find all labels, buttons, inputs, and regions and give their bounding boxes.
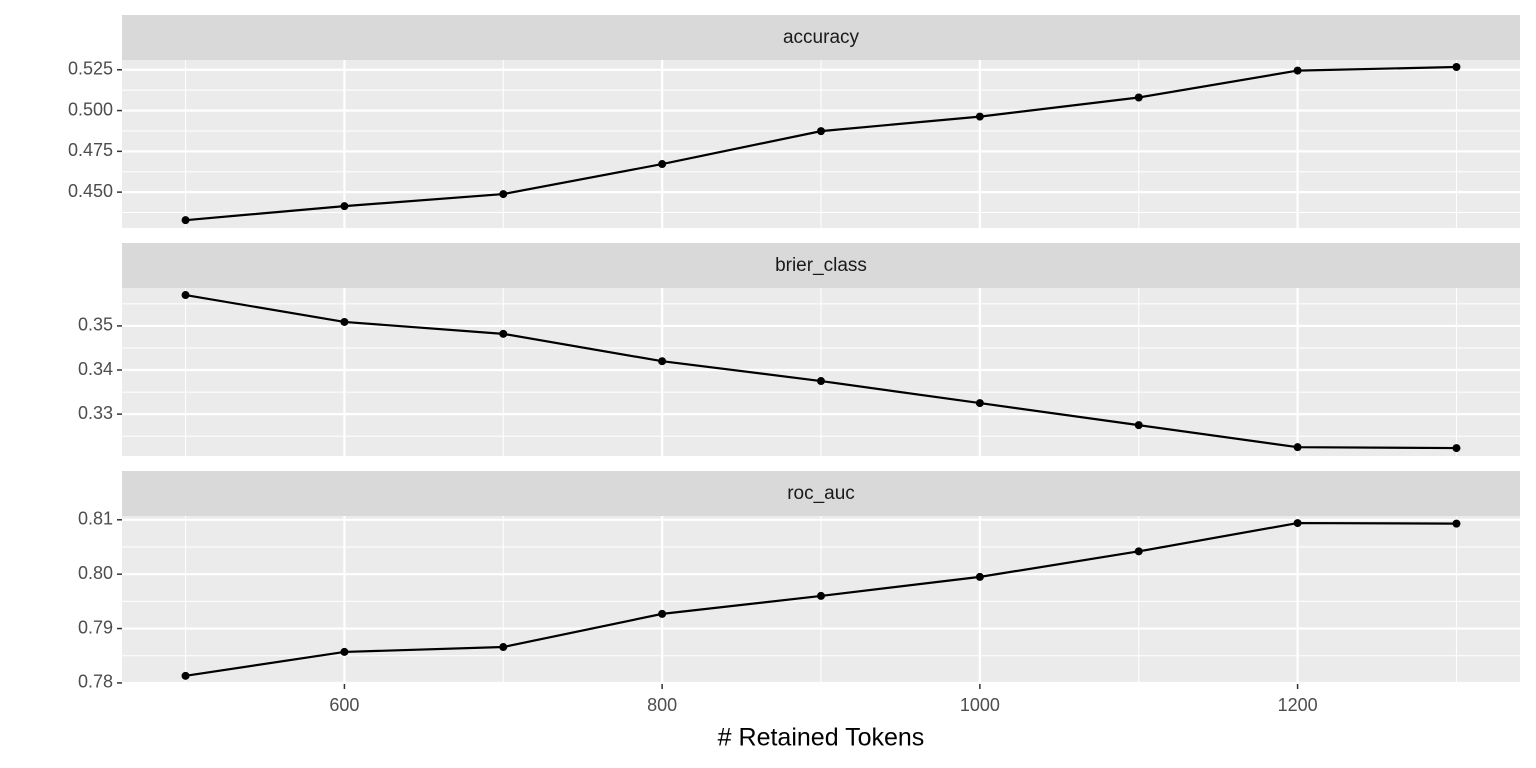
point bbox=[658, 609, 667, 618]
point bbox=[499, 190, 508, 199]
y-tick-label: 0.35 bbox=[78, 315, 113, 335]
y-tick-label: 0.81 bbox=[78, 509, 113, 529]
point bbox=[975, 399, 984, 408]
point bbox=[817, 591, 825, 600]
point bbox=[1293, 519, 1302, 528]
point bbox=[1452, 63, 1461, 72]
point bbox=[181, 671, 190, 680]
x-tick-label: 800 bbox=[647, 695, 677, 715]
point bbox=[1452, 444, 1461, 453]
x-tick-label: 600 bbox=[329, 695, 359, 715]
point bbox=[658, 160, 667, 169]
y-tick-label: 0.475 bbox=[68, 140, 113, 160]
strip bbox=[122, 15, 1520, 60]
y-tick-label: 0.34 bbox=[78, 359, 113, 379]
y-tick-label: 0.79 bbox=[78, 617, 113, 637]
y-tick-label: 0.80 bbox=[78, 563, 113, 583]
point bbox=[1134, 547, 1143, 556]
x-axis-label: # Retained Tokens bbox=[718, 724, 925, 752]
y-tick-label: 0.525 bbox=[68, 59, 113, 79]
strip bbox=[122, 471, 1520, 516]
point bbox=[1293, 66, 1302, 75]
point bbox=[817, 127, 825, 136]
point bbox=[340, 317, 349, 326]
point bbox=[340, 647, 349, 656]
point bbox=[181, 291, 190, 300]
strip bbox=[122, 243, 1520, 288]
point bbox=[1134, 93, 1143, 102]
y-tick-label: 0.500 bbox=[68, 99, 113, 119]
point bbox=[181, 216, 190, 225]
x-tick-label: 1000 bbox=[960, 695, 1000, 715]
point bbox=[340, 202, 349, 211]
point bbox=[1293, 443, 1302, 452]
strip-label: accuracy bbox=[783, 27, 860, 48]
y-tick-label: 0.450 bbox=[68, 181, 113, 201]
point bbox=[1134, 421, 1143, 430]
x-tick-label: 1200 bbox=[1278, 695, 1318, 715]
point bbox=[975, 112, 984, 121]
point bbox=[1452, 519, 1461, 528]
point bbox=[658, 357, 667, 366]
point bbox=[817, 377, 825, 386]
strip-label: brier_class bbox=[775, 255, 867, 276]
y-tick-label: 0.78 bbox=[78, 672, 113, 692]
y-tick-label: 0.33 bbox=[78, 403, 113, 423]
point bbox=[975, 572, 984, 581]
strip-label: roc_auc bbox=[787, 483, 855, 504]
point bbox=[499, 329, 508, 338]
point bbox=[499, 643, 508, 652]
